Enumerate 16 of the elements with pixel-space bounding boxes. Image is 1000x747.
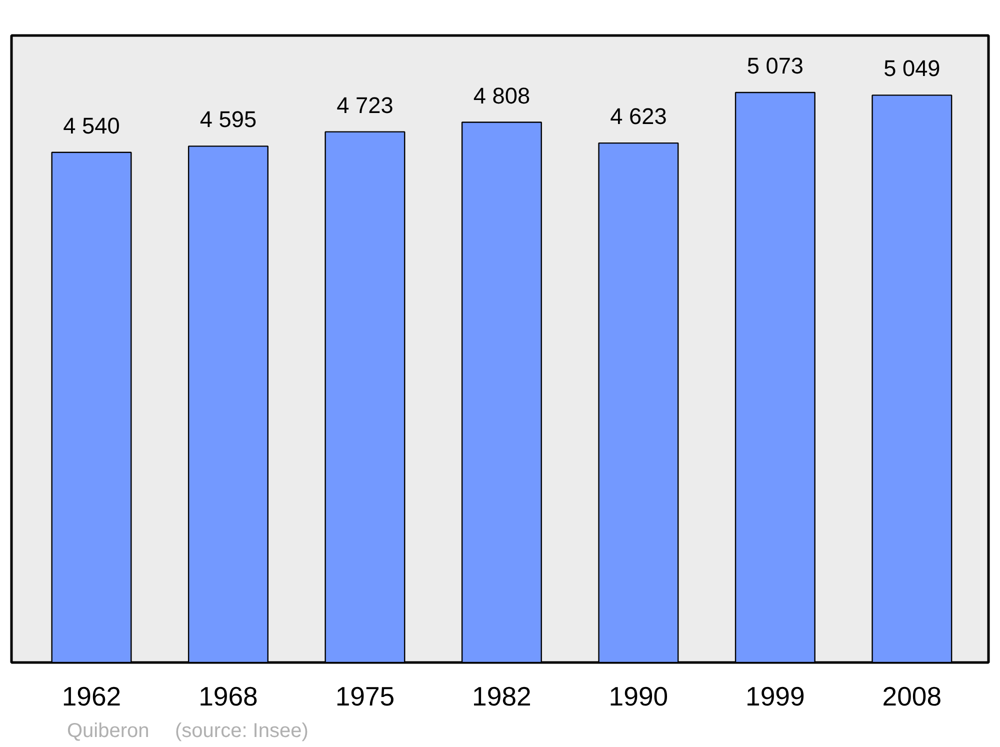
data-label: 4 808 — [473, 82, 530, 108]
data-label: 4 595 — [200, 106, 257, 132]
data-label: 4 723 — [336, 92, 394, 118]
data-label: 4 540 — [63, 112, 120, 138]
x-tick-label: 1975 — [335, 682, 395, 712]
data-label: 5 049 — [884, 55, 940, 82]
x-tick-label: 1968 — [198, 682, 258, 712]
x-tick-label: 1962 — [62, 682, 122, 712]
data-label: 4 623 — [610, 103, 667, 130]
x-tick-label: 1982 — [472, 682, 532, 712]
text: (source: Insee) — [175, 719, 308, 744]
x-tick-label: 1999 — [746, 682, 805, 712]
data-label: 5 073 — [746, 52, 804, 78]
x-tick-label: 2008 — [882, 682, 942, 712]
x-tick-label: 1990 — [608, 682, 668, 712]
text: Quiberon — [67, 719, 150, 744]
